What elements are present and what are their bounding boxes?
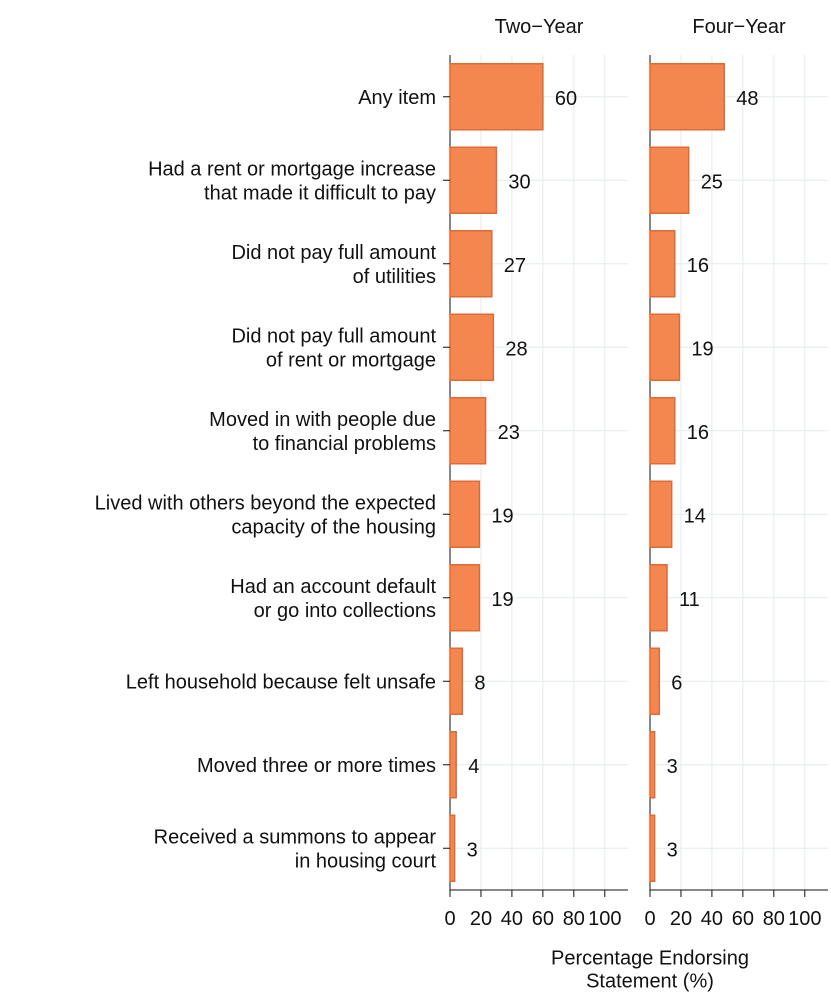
value-label: 30 [508, 171, 530, 193]
bar [449, 731, 457, 799]
y-tick-label: Did not pay full amount of utilities [231, 242, 436, 288]
value-label: 19 [491, 589, 513, 611]
value-label: 19 [691, 338, 713, 360]
value-label: 19 [491, 505, 513, 527]
bar [649, 647, 661, 715]
value-label: 11 [679, 589, 700, 611]
x-tick-label: 60 [532, 908, 554, 930]
value-label: 27 [504, 255, 526, 277]
y-tick-label: Had an account default or go into collect… [230, 576, 436, 622]
bar [449, 146, 498, 214]
bar [649, 146, 690, 214]
value-label: 23 [498, 422, 520, 444]
value-label: 25 [701, 171, 723, 193]
bar [649, 480, 673, 548]
y-tick-label: Lived with others beyond the expected cap… [95, 492, 436, 538]
value-label: 14 [684, 505, 706, 527]
y-tick-label: Any item [358, 87, 436, 109]
bar [449, 647, 464, 715]
value-label: 28 [505, 338, 527, 360]
bar [649, 814, 656, 882]
value-label: 4 [468, 756, 479, 778]
x-tick-label: 100 [788, 908, 821, 930]
value-label: 3 [467, 839, 478, 861]
x-tick-label: 20 [470, 908, 492, 930]
value-label: 6 [671, 672, 682, 694]
value-label: 60 [555, 88, 577, 110]
x-tick-label: 80 [563, 908, 585, 930]
value-label: 3 [667, 756, 678, 778]
x-tick-label: 100 [588, 908, 621, 930]
bar [649, 63, 726, 131]
y-tick-label: Moved three or more times [197, 755, 436, 777]
x-axis-label: Percentage Endorsing Statement (%) [551, 948, 749, 993]
x-tick-label: 20 [670, 908, 692, 930]
bar [449, 230, 493, 298]
value-label: 16 [687, 255, 709, 277]
bar [649, 564, 668, 632]
bar [449, 63, 544, 131]
bar [449, 814, 456, 882]
value-label: 48 [736, 88, 758, 110]
bar [449, 564, 481, 632]
x-tick-label: 80 [763, 908, 785, 930]
bar [449, 313, 495, 381]
y-tick-label: Had a rent or mortgage increase that made… [148, 158, 436, 204]
x-tick-label: 40 [701, 908, 723, 930]
y-tick-label: Received a summons to appear in housing c… [154, 826, 437, 872]
x-tick-label: 0 [444, 908, 455, 930]
y-tick-label: Left household because felt unsafe [126, 671, 436, 693]
bar [649, 397, 676, 465]
bar [649, 731, 656, 799]
x-tick-label: 40 [501, 908, 523, 930]
bar [449, 480, 481, 548]
x-tick-label: 0 [644, 908, 655, 930]
x-tick-label: 60 [732, 908, 754, 930]
y-tick-label: Did not pay full amount of rent or mortga… [231, 325, 436, 371]
panel-title: Two−Year [495, 16, 584, 38]
bar [649, 230, 676, 298]
value-label: 3 [667, 839, 678, 861]
bar [449, 397, 487, 465]
value-label: 16 [687, 422, 709, 444]
bar [649, 313, 681, 381]
y-tick-label: Moved in with people due to financial pro… [209, 409, 436, 455]
value-label: 8 [474, 672, 485, 694]
panel-title: Four−Year [692, 16, 786, 38]
